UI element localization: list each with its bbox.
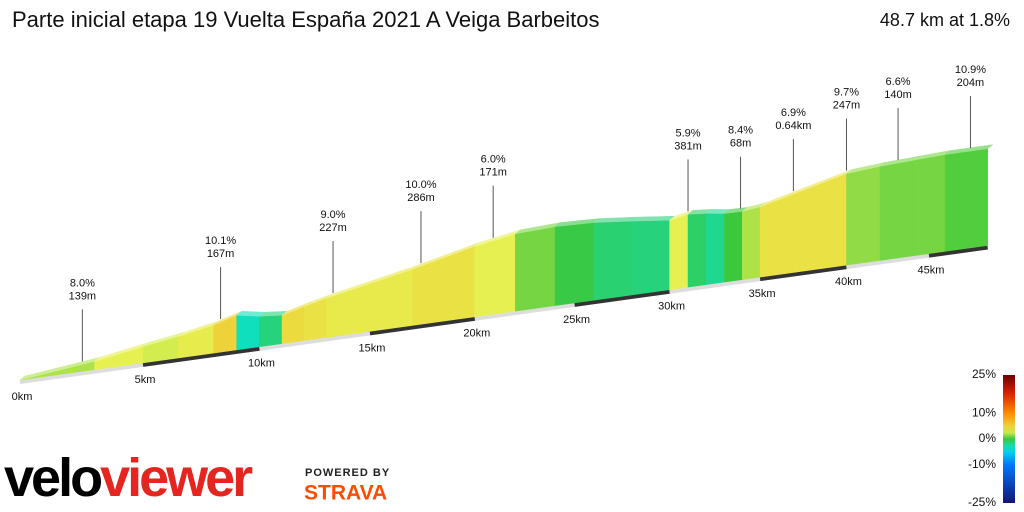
x-tick-label: 25km	[563, 314, 590, 326]
base-stripe	[19, 362, 144, 384]
x-tick-label: 0km	[12, 391, 33, 403]
base-stripe	[669, 277, 761, 294]
brand-velo: velo	[4, 448, 101, 508]
profile-segment	[669, 214, 689, 290]
profile-segment	[687, 213, 707, 288]
profile-top	[631, 215, 676, 222]
profile-segment	[742, 206, 761, 280]
annotation-length: 139m	[69, 290, 97, 302]
profile-segment	[454, 245, 476, 320]
annotation-grade: 8.0%	[70, 277, 95, 289]
x-tick-label: 45km	[918, 265, 945, 277]
annotation-grade: 5.9%	[675, 127, 700, 139]
annotation-length: 227m	[319, 222, 347, 234]
profile-segment	[794, 179, 830, 273]
x-tick-label: 10km	[248, 358, 275, 370]
annotation-length: 68m	[730, 138, 751, 150]
annotation-grade: 8.4%	[728, 125, 753, 137]
chart-subtitle: 48.7 km at 1.8%	[880, 10, 1010, 30]
brand-viewer: viewer	[100, 448, 253, 508]
base-stripe	[259, 331, 371, 351]
x-tick-label: 20km	[463, 328, 490, 340]
profile-segment	[724, 211, 743, 283]
profile-segment	[369, 268, 413, 332]
base-stripe	[474, 302, 575, 321]
annotation-grade: 6.0%	[481, 154, 506, 166]
base-stripe	[369, 316, 476, 336]
profile-segment	[846, 166, 881, 266]
strava: STRAVA	[304, 482, 387, 505]
profile-segment	[259, 314, 283, 347]
annotation-grade: 10.9%	[955, 64, 986, 76]
annotation-length: 171m	[479, 167, 507, 179]
powered-by: POWERED BY	[305, 467, 390, 479]
annotation-length: 247m	[833, 100, 861, 112]
profile-segment	[944, 148, 988, 252]
base-stripe	[846, 253, 930, 270]
annotation-grade: 10.1%	[205, 235, 236, 247]
colorbar-tick-label: -10%	[968, 457, 996, 471]
profile-segment	[631, 219, 670, 296]
colorbar	[1003, 375, 1015, 503]
colorbar-tick-label: 10%	[972, 406, 996, 420]
base-stripe	[142, 346, 260, 367]
profile-segment	[912, 154, 946, 257]
profile-segment	[213, 314, 237, 354]
x-tick-label: 5km	[135, 374, 156, 386]
annotation-length: 140m	[884, 89, 912, 101]
profile-segment	[706, 213, 725, 285]
brand-logo: veloviewer	[4, 448, 253, 508]
chart-title: Parte inicial etapa 19 Vuelta España 202…	[12, 7, 600, 32]
profile-segment	[759, 193, 796, 278]
annotation-length: 204m	[957, 77, 985, 89]
x-tick-label: 40km	[835, 276, 862, 288]
annotation-length: 167m	[207, 248, 235, 260]
annotation-grade: 9.0%	[321, 209, 346, 221]
annotation-grade: 9.7%	[834, 87, 859, 99]
annotation-length: 0.64km	[775, 120, 811, 132]
annotation-grade: 6.9%	[781, 107, 806, 119]
profile-segment	[554, 222, 595, 306]
annotation-grade: 10.0%	[405, 179, 436, 191]
colorbar-tick-label: 0%	[979, 431, 997, 445]
profile-segment	[515, 226, 556, 312]
x-tick-label: 30km	[658, 301, 685, 313]
annotation-grade: 6.6%	[886, 76, 911, 88]
base-stripe	[574, 289, 670, 307]
profile-segment	[474, 233, 516, 318]
x-tick-label: 35km	[749, 288, 776, 300]
colorbar-tick-label: -25%	[968, 495, 996, 509]
base-stripe	[759, 265, 847, 282]
x-tick-label: 15km	[359, 342, 386, 354]
base-stripe	[928, 245, 988, 258]
profile-top	[944, 144, 994, 155]
annotation-length: 286m	[407, 192, 435, 204]
profile-segment	[593, 220, 633, 301]
colorbar-tick-label: 25%	[972, 367, 996, 381]
profile-segment	[829, 173, 847, 268]
profile-segment	[236, 314, 260, 351]
annotation-length: 381m	[674, 140, 702, 152]
profile-segment	[879, 160, 914, 261]
